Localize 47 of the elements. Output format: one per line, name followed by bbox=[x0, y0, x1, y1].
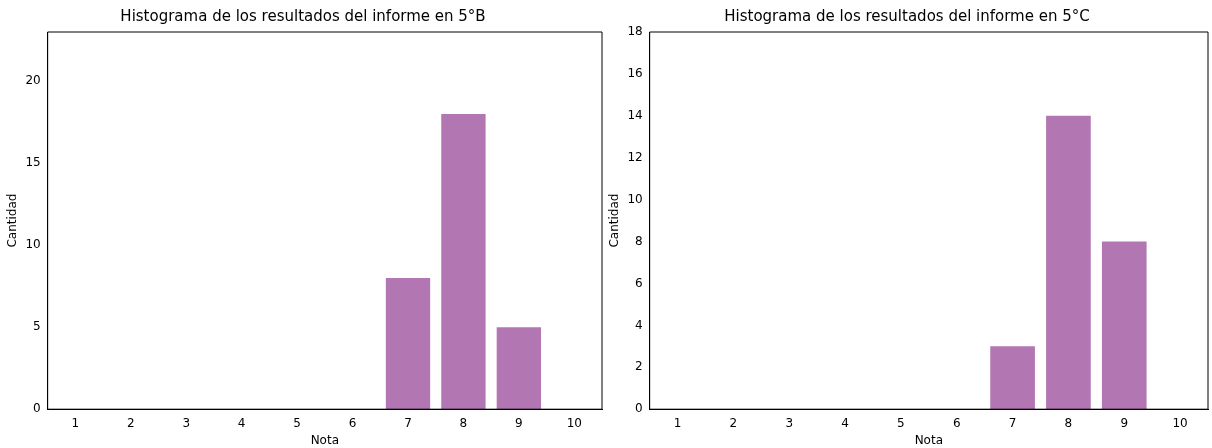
y-tick-label: 0 bbox=[33, 401, 41, 416]
x-tick-label: 3 bbox=[785, 415, 794, 430]
y-tick-label: 15 bbox=[25, 155, 41, 170]
y-tick-label: 20 bbox=[25, 73, 41, 88]
x-tick-label: 8 bbox=[1064, 415, 1073, 430]
y-tick-label: 10 bbox=[25, 237, 41, 252]
y-tick-label: 6 bbox=[635, 275, 643, 290]
chart-title: Histograma de los resultados del informe en 5°B bbox=[120, 6, 486, 25]
bar bbox=[990, 346, 1035, 410]
y-tick-label: 8 bbox=[635, 233, 643, 248]
y-tick-label: 12 bbox=[627, 149, 643, 164]
bar bbox=[385, 278, 431, 410]
x-tick-label: 5 bbox=[293, 415, 301, 430]
x-tick-label: 3 bbox=[182, 415, 191, 430]
x-tick-label: 2 bbox=[729, 415, 738, 430]
y-tick-label: 18 bbox=[627, 24, 643, 39]
x-tick-label: 1 bbox=[71, 415, 80, 430]
y-axis-title: Cantidad bbox=[5, 193, 20, 248]
x-tick-label: 10 bbox=[1172, 415, 1188, 430]
x-tick-label: 9 bbox=[515, 415, 523, 430]
x-tick-label: 7 bbox=[1008, 415, 1017, 430]
chart-title: Histograma de los resultados del informe en 5°C bbox=[724, 6, 1090, 25]
bar bbox=[496, 327, 542, 410]
x-tick-label: 2 bbox=[127, 415, 135, 430]
x-tick-label: 5 bbox=[897, 415, 905, 430]
bar bbox=[441, 114, 486, 410]
x-axis-title: Nota bbox=[310, 432, 340, 447]
y-tick-label: 0 bbox=[635, 401, 643, 416]
x-tick-label: 9 bbox=[1120, 415, 1129, 430]
y-tick-label: 10 bbox=[627, 191, 643, 206]
x-tick-label: 6 bbox=[952, 415, 961, 430]
x-tick-label: 6 bbox=[348, 415, 357, 430]
bar bbox=[1046, 115, 1091, 410]
y-axis-title: Cantidad bbox=[607, 193, 622, 248]
x-axis-title: Nota bbox=[914, 432, 944, 447]
x-tick-label: 7 bbox=[404, 415, 412, 430]
y-tick-label: 16 bbox=[627, 66, 643, 81]
bar bbox=[1101, 241, 1147, 410]
x-tick-label: 4 bbox=[841, 415, 849, 430]
y-tick-label: 2 bbox=[635, 359, 643, 374]
x-tick-label: 4 bbox=[237, 415, 246, 430]
y-tick-label: 4 bbox=[635, 317, 643, 332]
x-tick-label: 10 bbox=[566, 415, 582, 430]
y-tick-label: 14 bbox=[627, 107, 643, 122]
x-tick-label: 1 bbox=[673, 415, 682, 430]
x-tick-label: 8 bbox=[459, 415, 468, 430]
y-tick-label: 5 bbox=[33, 319, 41, 334]
